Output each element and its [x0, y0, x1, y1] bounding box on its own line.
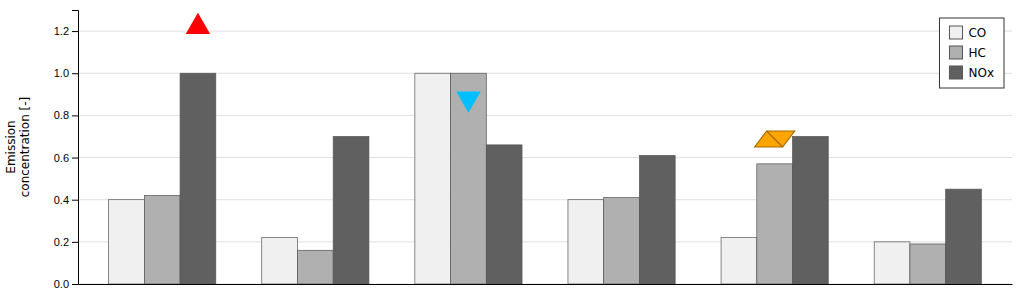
legend-label: NOx: [968, 66, 994, 80]
legend-item: CO: [949, 26, 986, 40]
grid-line: [78, 115, 1012, 116]
bar: [721, 238, 757, 284]
bar: [333, 136, 369, 284]
legend-swatch: [949, 66, 962, 79]
legend-swatch: [949, 26, 962, 39]
bar: [451, 73, 487, 284]
bar: [415, 73, 451, 284]
grid-line: [78, 284, 1012, 285]
legend-frame: [939, 18, 1004, 88]
y-tick-label: 0.0: [54, 278, 69, 290]
legend-swatch: [949, 46, 962, 59]
grid: [78, 31, 1012, 284]
x-axis: [79, 284, 1013, 285]
bar: [757, 164, 793, 284]
bar: [297, 250, 333, 284]
bar: [793, 136, 829, 284]
bar: [109, 200, 145, 284]
x-axis-line: [79, 284, 1013, 285]
y-tick: 0.8: [54, 109, 78, 121]
legend-item: NOx: [949, 66, 994, 80]
y-tick: 0.4: [54, 194, 78, 206]
y-tick: 0.6: [54, 152, 78, 164]
y-tick-label: 1.0: [54, 67, 69, 79]
y-tick-mark: [72, 73, 78, 74]
annotation-marker: [456, 91, 481, 112]
y-tick-mark: [72, 200, 78, 201]
parallelogram-group: [755, 131, 795, 147]
marks: [109, 13, 982, 284]
grid-line: [78, 199, 1012, 200]
bar: [639, 155, 675, 284]
bar-series: [144, 73, 945, 284]
y-axis-line: [72, 11, 79, 285]
y-tick-label: 0.8: [54, 109, 69, 121]
annotation-marker: [186, 13, 211, 34]
grid-line: [78, 241, 1012, 242]
legend-item: HC: [949, 46, 985, 60]
bar-series: [180, 73, 981, 284]
y-axis-title: Emissionconcentration [-]: [4, 97, 32, 198]
legend-label: HC: [968, 46, 985, 60]
y-tick: 0.0: [54, 278, 78, 290]
bar: [262, 238, 298, 284]
bar: [874, 242, 910, 284]
bar: [946, 189, 982, 284]
legend-label: CO: [968, 26, 986, 40]
y-tick-mark: [72, 115, 78, 116]
annotation-marker: [755, 131, 795, 147]
y-axis: 0.0 0.2 0.4 0.6 0.8 1.0 1.2: [54, 11, 79, 291]
bar: [144, 195, 180, 284]
y-tick-label: 0.4: [54, 194, 69, 206]
y-tick-label: 0.2: [54, 236, 69, 248]
grid-line: [78, 157, 1012, 158]
plot: 0.0 0.2 0.4 0.6 0.8 1.0 1.2 CO HC NOx: [54, 11, 1013, 291]
grid-line: [78, 31, 1012, 32]
bar: [568, 200, 604, 284]
bar: [910, 244, 946, 284]
y-tick: 1.0: [54, 67, 78, 79]
y-tick: 1.2: [54, 25, 78, 37]
y-axis-title-line: concentration [-]: [18, 97, 32, 198]
y-tick-mark: [72, 284, 78, 285]
bar: [604, 198, 640, 284]
bar: [486, 145, 522, 284]
y-tick-mark: [72, 158, 78, 159]
y-tick-mark: [72, 31, 78, 32]
bar: [180, 73, 216, 284]
parallelogram-diagonal: [767, 131, 783, 147]
y-tick: 0.2: [54, 236, 78, 248]
y-tick-mark: [72, 242, 78, 243]
y-axis-title-line: Emission: [4, 120, 18, 173]
legend: CO HC NOx: [939, 18, 1004, 88]
bar-series: [109, 73, 910, 284]
y-tick-label: 0.6: [54, 152, 69, 164]
y-tick-label: 1.2: [54, 25, 69, 37]
grid-line: [78, 73, 1012, 74]
chart: 0.0 0.2 0.4 0.6 0.8 1.0 1.2 CO HC NOx Emissionconc…: [0, 0, 1024, 298]
